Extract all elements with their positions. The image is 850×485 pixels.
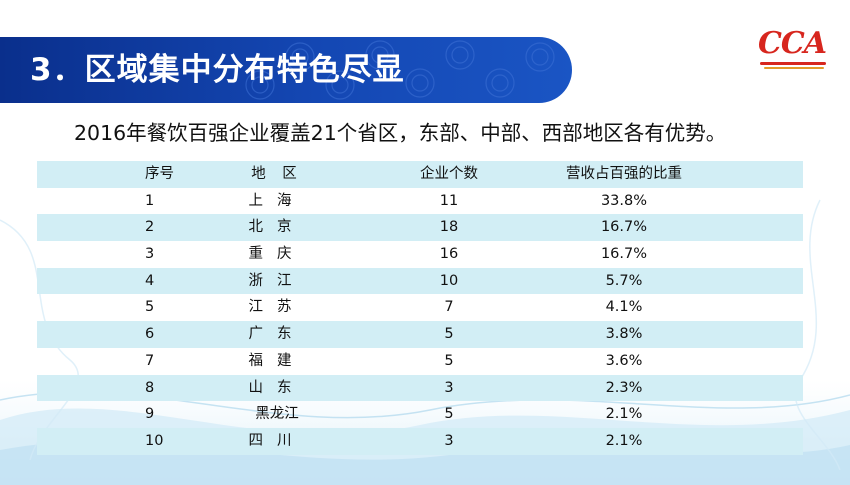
table-row: 6 广东 5 3.8% — [37, 321, 803, 348]
slide-title: 3．区域集中分布特色尽显 — [30, 52, 405, 88]
table-row: 5 江苏 7 4.1% — [37, 294, 803, 321]
row-count: 3 — [444, 432, 454, 449]
table-row: 10 四川 3 2.1% — [37, 427, 803, 455]
cca-logo: CCA — [758, 26, 836, 70]
region-table: 序号 地 区 企业个数 营收占百强的比重 1 上海 11 33.8% 2 北京 … — [37, 161, 803, 455]
row-share: 33.8% — [600, 192, 648, 209]
header-share: 营收占百强的比重 — [566, 166, 682, 182]
table-row: 2 北京 18 16.7% — [37, 214, 803, 242]
banner-swirl-pattern — [245, 40, 555, 100]
row-share: 2.1% — [605, 432, 643, 449]
row-share: 16.7% — [600, 246, 648, 263]
table-row: 3 重庆 16 16.7% — [37, 241, 803, 268]
row-region: 四川 — [248, 432, 306, 449]
row-region: 北京 — [248, 219, 306, 236]
row-seq: 3 — [145, 246, 155, 263]
table-row: 7 福建 5 3.6% — [37, 348, 803, 375]
row-share: 5.7% — [605, 272, 643, 289]
row-share: 4.1% — [605, 299, 643, 316]
table-header-row: 序号 地 区 企业个数 营收占百强的比重 — [37, 161, 803, 188]
row-seq: 7 — [145, 352, 155, 369]
row-share: 3.6% — [605, 352, 643, 369]
header-seq: 序号 — [145, 166, 174, 182]
table-row: 8 山东 3 2.3% — [37, 374, 803, 402]
logo-text: CCA — [758, 26, 827, 61]
row-seq: 4 — [145, 272, 155, 289]
row-count: 16 — [439, 246, 459, 263]
header-region: 地 区 — [251, 166, 303, 182]
row-seq: 8 — [145, 379, 155, 396]
logo-underline-accent — [764, 67, 824, 69]
row-share: 3.8% — [605, 326, 643, 343]
row-count: 5 — [444, 326, 454, 343]
row-count: 11 — [439, 192, 459, 209]
row-count: 18 — [439, 219, 459, 236]
table-row: 4 浙江 10 5.7% — [37, 267, 803, 295]
row-count: 7 — [444, 299, 454, 316]
row-count: 10 — [439, 272, 459, 289]
row-seq: 5 — [145, 299, 155, 316]
row-share: 2.3% — [605, 379, 643, 396]
row-seq: 1 — [145, 192, 155, 209]
row-share: 16.7% — [600, 219, 648, 236]
table-row: 9 黑龙江 5 2.1% — [37, 401, 803, 428]
row-region: 山东 — [248, 379, 306, 396]
row-region: 上海 — [248, 192, 306, 209]
slide-subtitle: 2016年餐饮百强企业覆盖21个省区，东部、中部、西部地区各有优势。 — [74, 121, 727, 145]
header-count: 企业个数 — [420, 166, 478, 182]
row-seq: 10 — [145, 432, 164, 449]
row-region: 福建 — [248, 352, 306, 369]
row-seq: 2 — [145, 219, 155, 236]
row-region: 江苏 — [248, 299, 306, 316]
row-region: 重庆 — [248, 246, 306, 263]
row-count: 5 — [444, 352, 454, 369]
logo-underline — [760, 62, 826, 65]
row-count: 5 — [444, 406, 454, 423]
table-row: 1 上海 11 33.8% — [37, 188, 803, 215]
row-region: 广东 — [248, 326, 306, 343]
title-banner: 3．区域集中分布特色尽显 — [0, 37, 572, 103]
row-share: 2.1% — [605, 406, 643, 423]
row-count: 3 — [444, 379, 454, 396]
row-region: 浙江 — [248, 272, 306, 289]
row-region: 黑龙江 — [255, 406, 299, 423]
row-seq: 9 — [145, 406, 155, 423]
row-seq: 6 — [145, 326, 155, 343]
